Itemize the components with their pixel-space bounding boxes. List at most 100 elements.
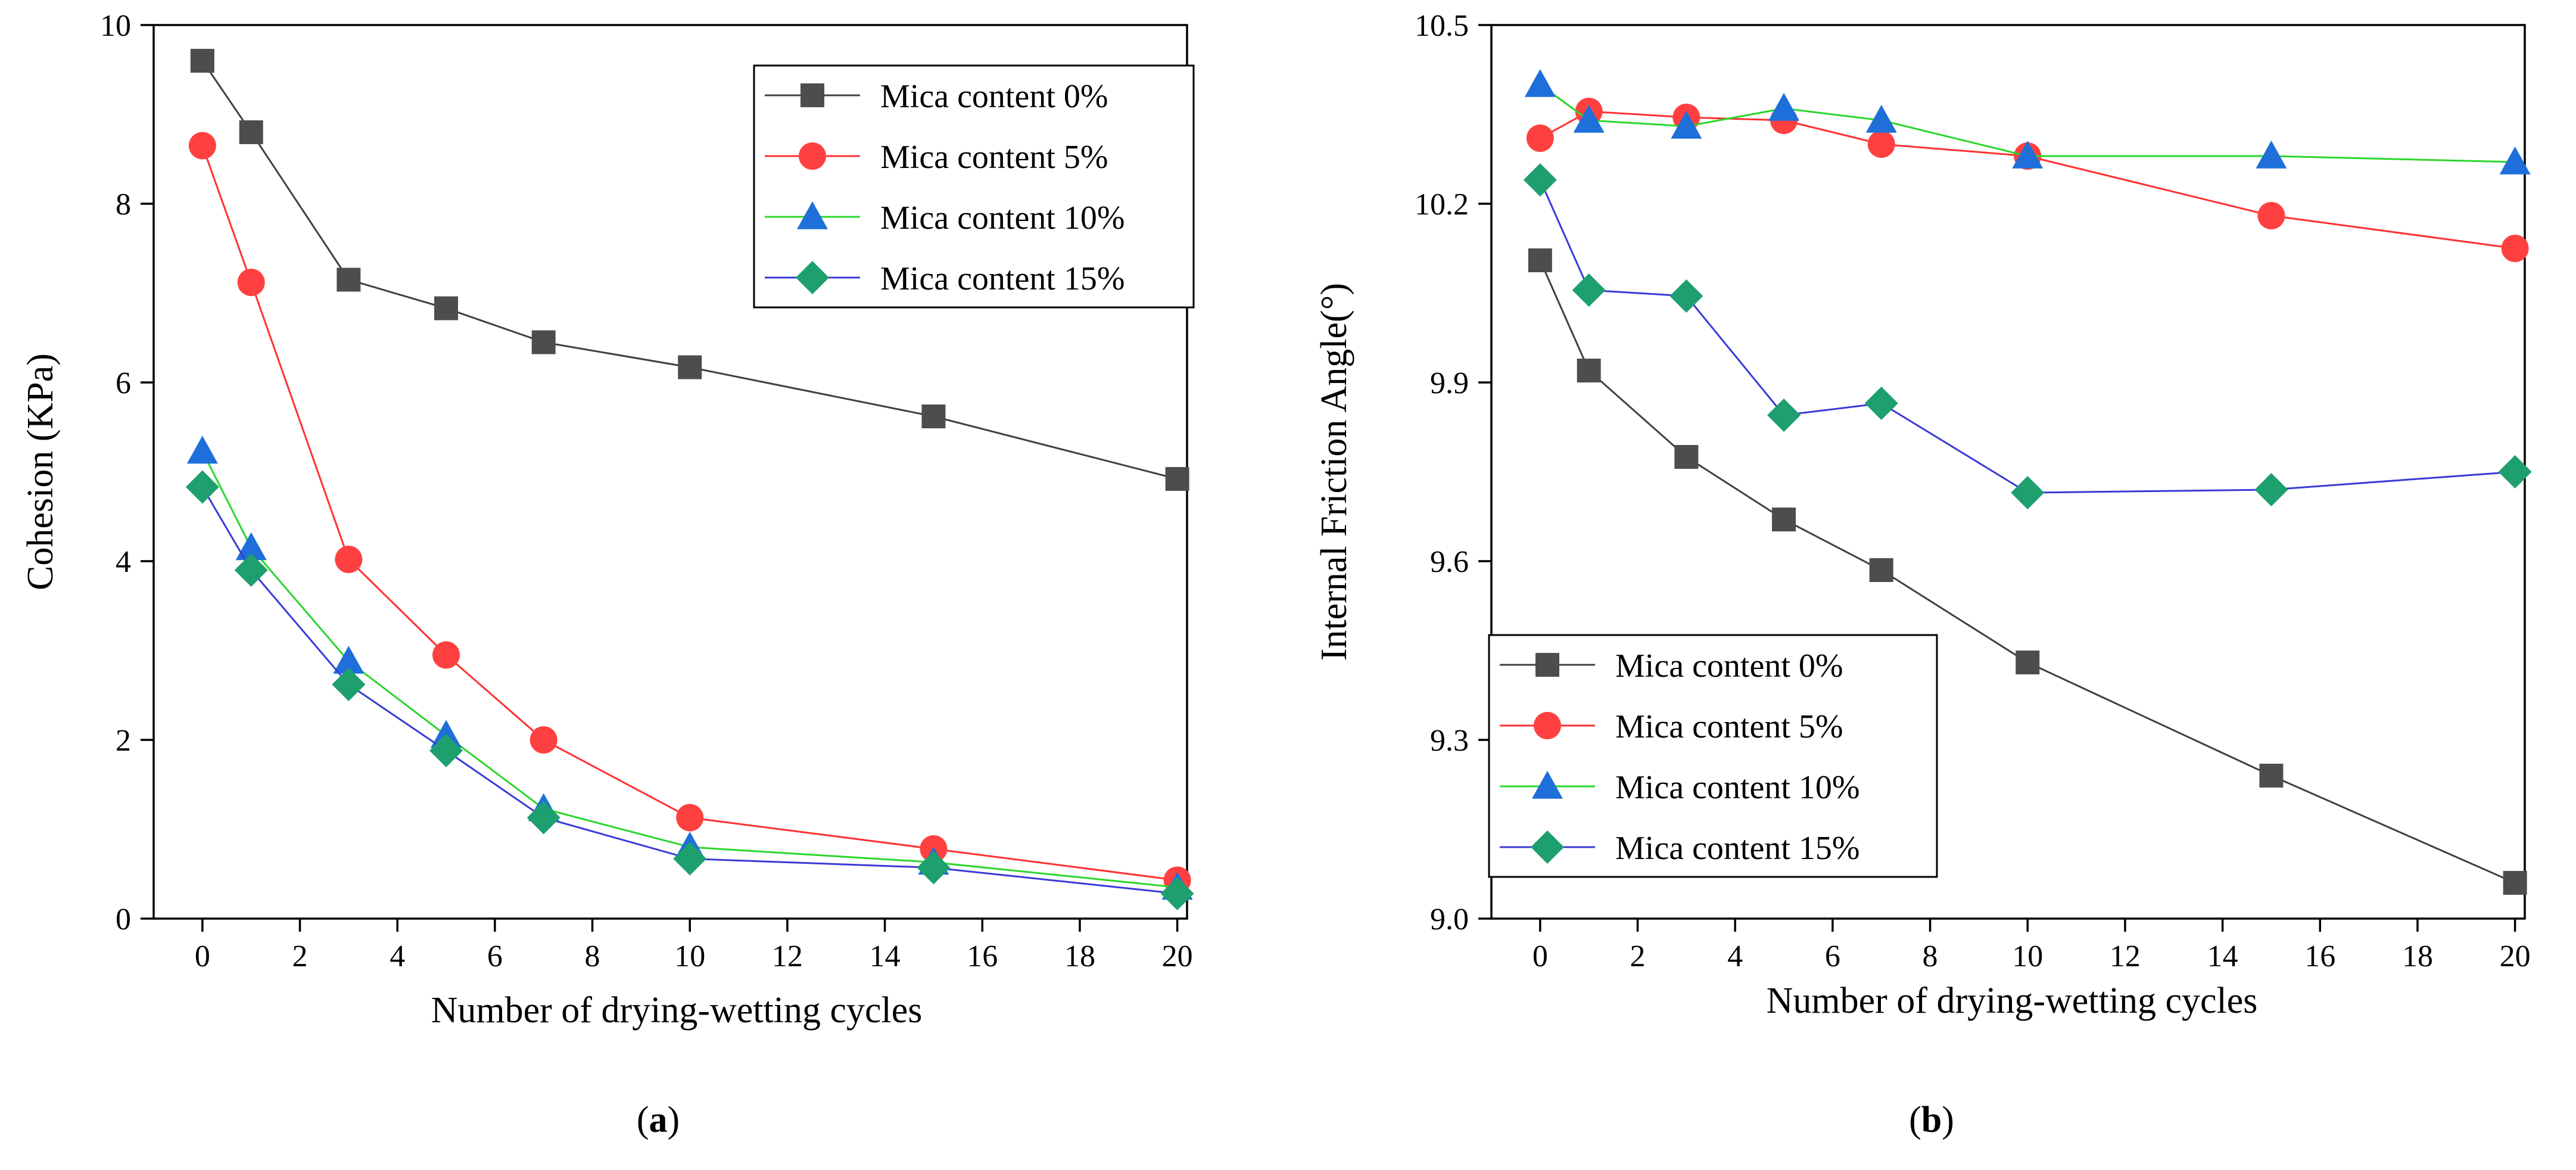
legend-marker [1532,771,1563,799]
data-point-series-3 [2011,476,2045,509]
data-point-series-0 [1577,359,1601,382]
panel-label-letter: b [1921,1100,1942,1140]
y-tick-label: 8 [116,188,131,222]
x-tick-label: 12 [2110,939,2141,973]
data-point-series-0 [1528,248,1552,272]
data-point-series-1 [676,804,704,832]
panel-b: 0 2 4 6 8 10 12 14 16 18 20 9.0 9.3 9.6 9.9 10.2 10.5 Num… [1314,9,2532,1140]
data-point-series-1 [188,132,216,160]
data-point-series-2 [2256,141,2287,169]
data-point-series-1 [2501,235,2529,262]
series-line-1 [201,145,1178,881]
panel-label-close: ) [1942,1100,1954,1140]
data-point-series-0 [1165,467,1189,491]
data-point-series-2 [1671,111,1702,139]
x-tick-label: 8 [1923,939,1938,973]
series-line-3 [1539,179,2515,494]
data-point-series-1 [335,546,363,573]
y-axis-title: Internal Friction Angle(°) [1314,283,1354,661]
data-point-series-0 [2503,871,2527,895]
x-tick-label: 16 [2304,939,2335,973]
x-tick-label: 4 [1727,939,1743,973]
legend-marker [1534,712,1561,739]
panel-label-open: ( [637,1100,649,1140]
data-point-series-0 [239,120,263,144]
legend-label: Mica content 15% [880,260,1125,297]
legend-marker [1535,653,1559,677]
data-point-series-3 [917,851,951,885]
legend-marker [1531,830,1564,864]
y-tick-label: 10.2 [1415,188,1469,222]
series-line-2 [201,450,1178,888]
data-point-series-0 [1772,508,1796,531]
legend-label: Mica content 10% [880,200,1125,237]
data-point-series-0 [1674,445,1699,469]
data-point-series-3 [234,553,268,587]
x-tick-label: 6 [1825,939,1840,973]
data-point-series-3 [429,734,463,767]
legend-box [1488,634,1938,878]
legend-label: Mica content 5% [880,139,1108,176]
data-point-series-0 [531,330,556,354]
legend-marker [800,83,824,107]
data-point-series-0 [678,355,702,379]
data-point-series-0 [337,267,361,292]
x-tick-label: 0 [1532,939,1548,973]
series-line-0 [1539,260,2516,884]
data-point-series-1 [1526,125,1554,152]
y-tick-label: 10 [100,9,131,43]
x-tick-label: 16 [967,939,998,973]
data-point-series-2 [1768,93,1800,121]
data-point-series-2 [431,720,462,748]
data-point-series-2 [1865,105,1897,133]
y-tick-label: 6 [116,366,131,400]
panel-label-close: ) [668,1100,680,1140]
x-tick-label: 8 [585,939,600,973]
data-point-series-2 [1573,105,1605,133]
legend-label: Mica content 5% [1615,708,1843,745]
data-point-series-3 [1572,273,1606,307]
data-point-series-1 [237,269,265,296]
series-line-2 [1539,83,2515,163]
data-point-series-3 [1767,399,1801,432]
data-point-series-0 [921,404,946,428]
data-point-series-1 [529,726,557,754]
legend-marker [797,201,828,229]
x-axis-title: Number of drying-wetting cycles [431,990,923,1031]
x-axis-title: Number of drying-wetting cycles [1767,981,2258,1021]
x-tick-label: 0 [195,939,210,973]
data-point-series-1 [2257,202,2285,229]
data-point-series-3 [1669,279,1703,313]
data-point-series-0 [2016,651,2040,674]
y-tick-label: 9.6 [1430,545,1469,579]
data-point-series-3 [673,842,707,876]
legend-label: Mica content 0% [880,78,1108,115]
series-line-0 [201,60,1178,480]
legend-label: Mica content 0% [1615,648,1843,684]
data-point-series-2 [1524,69,1556,97]
x-tick-label: 2 [1630,939,1646,973]
y-tick-label: 9.0 [1430,903,1469,936]
x-tick-label: 4 [390,939,405,973]
panel-a: 0 2 4 6 8 10 12 14 16 18 20 0 2 4 6 8 10 Number of drying… [20,9,1195,1140]
data-point-series-0 [2259,764,2284,788]
x-tick-label: 18 [1064,939,1095,973]
data-point-series-0 [1869,558,1893,582]
data-point-series-3 [527,801,560,835]
x-tick-label: 14 [870,939,901,973]
data-point-series-3 [1523,163,1557,197]
legend-label: Mica content 15% [1615,830,1860,867]
data-point-series-0 [434,296,459,320]
y-tick-label: 2 [116,724,131,758]
y-tick-label: 10.5 [1415,9,1469,43]
x-tick-label: 2 [292,939,308,973]
data-point-series-3 [1864,387,1898,420]
panel-label: (a) [637,1100,680,1140]
data-point-series-3 [332,668,366,701]
data-point-series-2 [235,532,267,561]
x-tick-label: 6 [487,939,503,973]
legend: Mica content 0% Mica content 5% Mica conte… [1488,634,1938,878]
legend-marker [799,142,826,170]
